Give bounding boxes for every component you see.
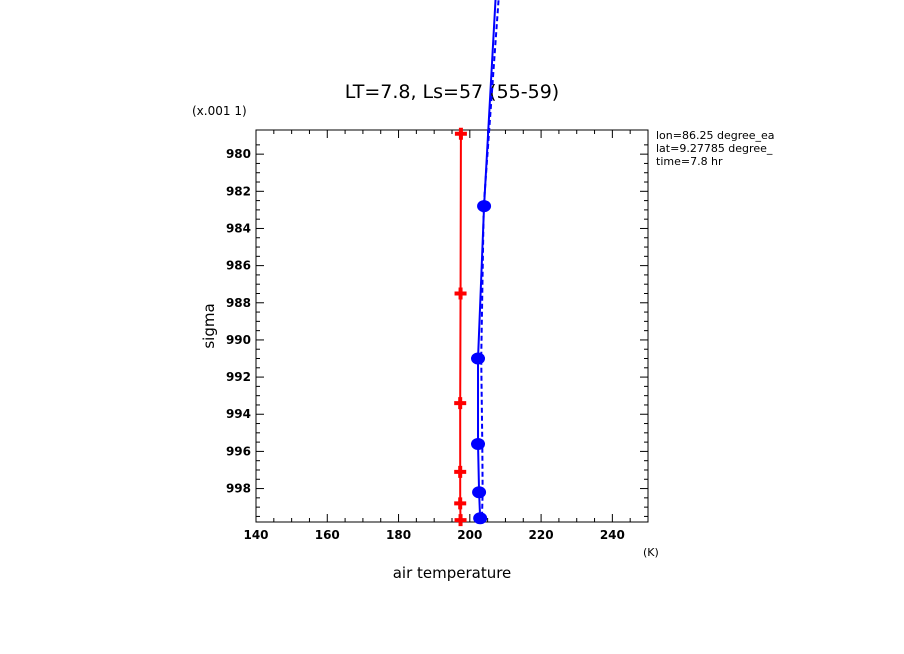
y-tick-label: 998 [226, 482, 251, 496]
data-point [454, 287, 467, 300]
data-point [472, 486, 487, 499]
series-2 [480, 0, 500, 519]
x-tick-label: 220 [529, 528, 554, 542]
data-point [473, 512, 488, 525]
x-tick-label: 160 [315, 528, 340, 542]
y-tick-label: 980 [226, 147, 251, 161]
axes: 140 160 180 200 220 240 980 982 984 986 988 990 992 9… [226, 129, 649, 542]
y-tick-label: 986 [226, 259, 251, 273]
y-tick-label: 992 [226, 370, 251, 384]
annotation-lon: lon=86.25 degree_ea [656, 129, 775, 142]
series-line [459, 133, 462, 521]
y-tick-label: 982 [226, 184, 251, 198]
series-line [480, 0, 500, 519]
data-point [454, 497, 467, 510]
data-point [471, 352, 486, 365]
y-scale-label: (x.001 1) [192, 104, 247, 118]
x-axis-label: air temperature [393, 564, 512, 582]
x-tick-label: 180 [386, 528, 411, 542]
annotation-time: time=7.8 hr [656, 155, 723, 168]
data-point [477, 200, 492, 213]
plot-frame [255, 129, 649, 523]
y-tick-label: 990 [226, 333, 251, 347]
data-point [454, 514, 467, 527]
y-tick-label: 984 [226, 221, 251, 235]
x-unit-label: (K) [643, 546, 659, 559]
data-point [454, 127, 467, 140]
data-point [454, 465, 467, 478]
series-0 [454, 127, 467, 527]
x-tick-label: 200 [457, 528, 482, 542]
chart-title: LT=7.8, Ls=57 (55-59) [345, 81, 559, 103]
y-tick-label: 994 [226, 407, 251, 421]
series-1 [471, 0, 497, 525]
y-tick-label: 988 [226, 296, 251, 310]
data-point [454, 397, 467, 410]
annotation-lat: lat=9.27785 degree_ [656, 142, 773, 155]
y-tick-label: 996 [226, 444, 251, 458]
x-tick-label: 140 [243, 528, 268, 542]
series-layer [454, 0, 500, 527]
y-axis-label: sigma [200, 303, 218, 348]
x-tick-label: 240 [600, 528, 625, 542]
